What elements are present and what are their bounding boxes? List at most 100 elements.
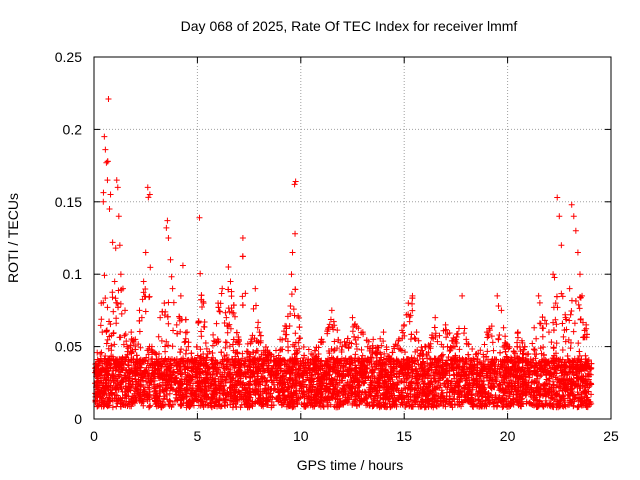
data-point-fill <box>199 304 206 311</box>
data-point-fill <box>364 343 371 350</box>
data-point-fill <box>230 347 237 354</box>
data-point-fill <box>249 349 256 356</box>
data-point-fill <box>209 372 216 379</box>
data-point-fill <box>174 370 181 377</box>
data-point-fill <box>533 335 540 342</box>
data-point-fill <box>292 330 299 337</box>
data-point-fill <box>228 293 235 300</box>
data-point-fill <box>443 326 450 333</box>
data-points <box>92 95 595 411</box>
data-point-fill <box>470 404 477 411</box>
data-point-fill <box>201 383 208 390</box>
data-point-fill <box>562 338 569 345</box>
data-point-fill <box>327 316 334 323</box>
data-point-fill <box>537 320 544 327</box>
data-point-fill <box>161 312 168 319</box>
data-point-fill <box>490 400 497 407</box>
data-point-fill <box>174 330 181 337</box>
data-point-fill <box>447 344 454 351</box>
data-point-fill <box>285 347 292 354</box>
data-point-fill <box>461 330 468 337</box>
data-point-fill <box>549 394 556 401</box>
data-point-fill <box>455 325 462 332</box>
data-point-fill <box>182 369 189 376</box>
data-point-fill <box>113 320 120 327</box>
data-point-fill <box>201 323 208 330</box>
data-point-fill <box>326 321 333 328</box>
data-point-fill <box>575 340 582 347</box>
data-point-fill <box>218 290 225 297</box>
data-point-fill <box>500 392 507 399</box>
data-point-fill <box>114 392 121 399</box>
data-point-fill <box>411 335 418 342</box>
data-point-fill <box>162 348 169 355</box>
data-point-fill <box>395 337 402 344</box>
data-point-fill <box>558 372 565 379</box>
data-point-fill <box>217 308 224 315</box>
data-point-fill <box>195 402 202 409</box>
data-point-fill <box>165 299 172 306</box>
data-point-fill <box>430 374 437 381</box>
data-point-fill <box>169 343 176 350</box>
data-point-fill <box>171 369 178 376</box>
data-point-fill <box>551 274 558 281</box>
data-point-fill <box>553 340 560 347</box>
data-point-fill <box>224 329 231 336</box>
data-point-fill <box>113 299 120 306</box>
data-point-fill <box>112 295 119 302</box>
data-point-fill <box>312 347 319 354</box>
data-point-fill <box>198 328 205 335</box>
data-point-fill <box>292 230 299 237</box>
data-point-fill <box>440 327 447 334</box>
data-point-fill <box>559 293 566 300</box>
data-point-fill <box>207 400 214 407</box>
data-point-fill <box>536 320 543 327</box>
data-point-fill <box>147 264 154 271</box>
data-point-fill <box>226 343 233 350</box>
data-point-fill <box>574 391 581 398</box>
data-point-fill <box>109 404 116 411</box>
data-point-fill <box>383 346 390 353</box>
data-point-fill <box>104 304 111 311</box>
data-point-fill <box>490 347 497 354</box>
data-point-fill <box>577 315 584 322</box>
data-point-fill <box>122 331 129 338</box>
data-point-fill <box>579 319 586 326</box>
data-point-fill <box>213 320 220 327</box>
data-point-fill <box>559 393 566 400</box>
data-point-fill <box>239 293 246 300</box>
data-point-fill <box>223 339 230 346</box>
data-point-fill <box>105 345 112 352</box>
data-point-fill <box>185 339 192 346</box>
data-point-fill <box>524 383 531 390</box>
data-point-fill <box>415 337 422 344</box>
data-point-fill <box>242 290 249 297</box>
data-point-fill <box>539 333 546 340</box>
data-point-fill <box>254 324 261 331</box>
data-point-fill <box>146 294 153 301</box>
data-point-fill <box>353 345 360 352</box>
data-point-fill <box>502 333 509 340</box>
data-point-fill <box>235 356 242 363</box>
data-point-fill <box>250 305 257 312</box>
chart-title: Day 068 of 2025, Rate Of TEC Index for r… <box>181 18 518 34</box>
data-point-fill <box>162 343 169 350</box>
data-point-fill <box>158 337 165 344</box>
data-point-fill <box>515 384 522 391</box>
data-point-fill <box>170 327 177 334</box>
data-point-fill <box>552 300 559 307</box>
data-point-fill <box>117 300 124 307</box>
data-point-fill <box>296 345 303 352</box>
data-point-fill <box>510 348 517 355</box>
data-point-fill <box>111 341 118 348</box>
data-point-fill <box>109 294 116 301</box>
data-point-fill <box>585 371 592 378</box>
data-point-fill <box>145 404 152 411</box>
data-point-fill <box>489 339 496 346</box>
data-point-fill <box>529 340 536 347</box>
data-point-fill <box>576 305 583 312</box>
data-point-fill <box>168 273 175 280</box>
data-point-fill <box>495 336 502 343</box>
data-point-fill <box>197 270 204 277</box>
